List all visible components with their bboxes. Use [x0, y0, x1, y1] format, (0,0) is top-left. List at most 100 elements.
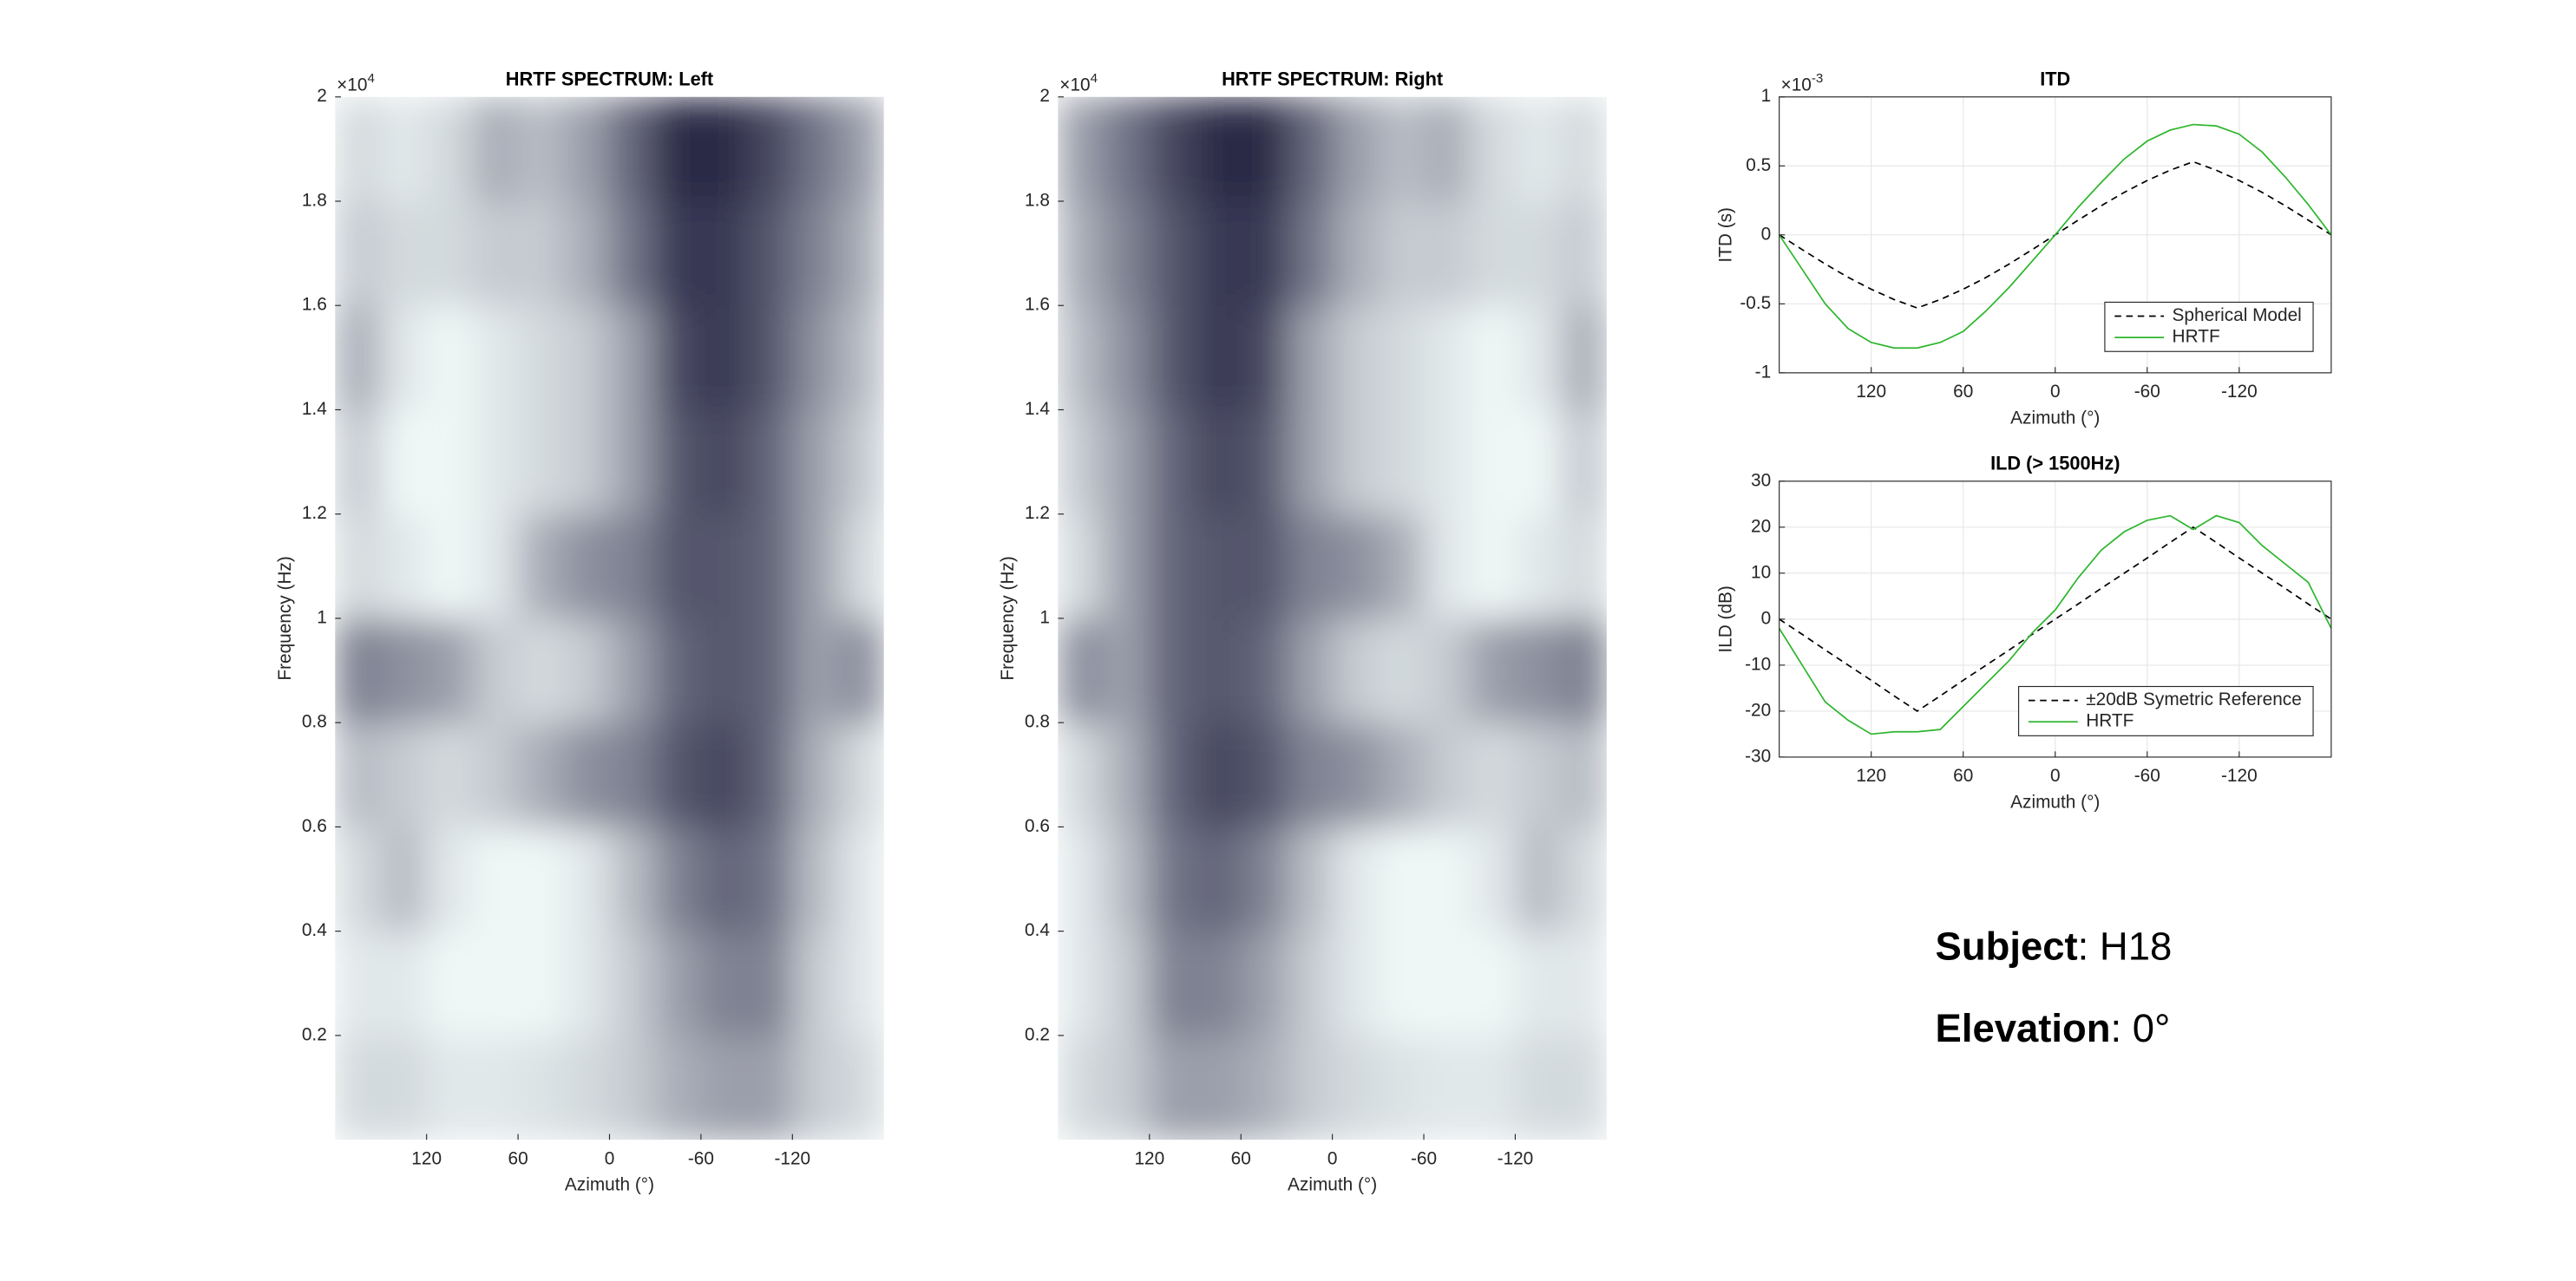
heatmap-cell: [1469, 305, 1517, 411]
heatmap-cell: [700, 827, 748, 932]
y-tick-label: 0: [1761, 224, 1772, 244]
heatmap: [335, 96, 884, 1140]
heatmap-cell: [335, 618, 382, 724]
subject-info: Subject: H18: [1936, 924, 2173, 968]
heatmap-cell: [518, 409, 565, 515]
heatmap-cell: [1332, 305, 1380, 411]
heatmap-cell: [1286, 513, 1334, 619]
heatmap-cell: [426, 200, 474, 307]
heatmap-cell: [563, 1035, 611, 1140]
chart-title: ILD (> 1500Hz): [1990, 453, 2120, 474]
heatmap-cell: [609, 200, 657, 307]
y-tick-label: 2: [1039, 86, 1050, 106]
heatmap-cell: [746, 1035, 794, 1140]
heatmap-cell: [1332, 618, 1380, 724]
heatmap-cell: [1104, 96, 1150, 202]
heatmap-cell: [1241, 1035, 1288, 1140]
heatmap-cell: [792, 513, 839, 619]
heatmap-cell: [1241, 722, 1288, 828]
heatmap-cell: [1469, 931, 1517, 1036]
heatmap-cell: [1424, 96, 1471, 202]
heatmap-cell: [609, 1035, 657, 1140]
exponent-base: ×10: [1781, 75, 1812, 95]
heatmap-cell: [1286, 200, 1334, 307]
exponent-power: -3: [1812, 71, 1823, 86]
heatmap-cell: [1058, 827, 1105, 932]
heatmap-cell: [335, 96, 382, 202]
heatmap-cell: [609, 618, 657, 724]
heatmap-cell: [472, 931, 520, 1036]
heatmap-cell: [792, 722, 839, 828]
y-axis-label: ITD (s): [1716, 207, 1736, 263]
heatmap-cell: [380, 1035, 428, 1140]
heatmap-cell: [380, 305, 428, 411]
heatmap-cell: [1515, 200, 1563, 307]
x-tick-label: 0: [1327, 1148, 1338, 1168]
heatmap-cell: [1241, 96, 1288, 202]
heatmap-cell: [563, 931, 611, 1036]
heatmap-cell: [1149, 618, 1196, 724]
x-tick-label: 0: [2050, 382, 2061, 402]
heatmap-cell: [792, 200, 839, 307]
heatmap-cell: [426, 618, 474, 724]
y-tick-label: 1.2: [302, 503, 327, 523]
heatmap-cell: [518, 200, 565, 307]
x-tick-label: 0: [605, 1148, 615, 1168]
heatmap-cells: [1058, 96, 1607, 1140]
heatmap-cell: [472, 827, 520, 932]
heatmap-cell: [1195, 722, 1242, 828]
heatmap-cell: [472, 409, 520, 515]
heatmap-cells: [335, 96, 884, 1140]
exponent-base: ×10: [337, 75, 367, 95]
x-tick-label: 120: [411, 1148, 442, 1168]
heatmap-cell: [518, 96, 565, 202]
heatmap-cell: [792, 409, 839, 515]
heatmap-cell: [335, 513, 382, 619]
heatmap-cell: [1332, 96, 1380, 202]
heatmap-cell: [1424, 827, 1471, 932]
heatmap-cell: [1424, 1035, 1471, 1140]
heatmap-cell: [655, 931, 702, 1036]
heatmap-cell: [746, 722, 794, 828]
heatmap-cell: [1469, 618, 1517, 724]
heatmap-cell: [1195, 409, 1242, 515]
heatmap-cell: [1058, 305, 1105, 411]
heatmap-cell: [1241, 513, 1288, 619]
x-axis-label: Azimuth (°): [2010, 792, 2100, 812]
heatmap-cell: [472, 200, 520, 307]
heatmap-cell: [1286, 305, 1334, 411]
heatmap-cell: [1241, 931, 1288, 1036]
heatmap-cell: [609, 722, 657, 828]
heatmap-cell: [1561, 722, 1607, 828]
x-tick-label: 120: [1856, 766, 1886, 786]
heatmap-cell: [1561, 200, 1607, 307]
y-tick-label: -0.5: [1740, 293, 1771, 313]
heatmap-cell: [380, 200, 428, 307]
heatmap-cell: [472, 618, 520, 724]
y-axis-label: Frequency (Hz): [275, 556, 295, 680]
heatmap-cell: [609, 409, 657, 515]
heatmap-cell: [792, 1035, 839, 1140]
heatmap-cell: [792, 931, 839, 1036]
heatmap-cell: [426, 931, 474, 1036]
x-tick-label: -120: [2221, 766, 2258, 786]
heatmap-cell: [1561, 1035, 1607, 1140]
heatmap-cell: [380, 931, 428, 1036]
x-tick-label: 60: [1953, 766, 1973, 786]
heatmap-cell: [1515, 96, 1563, 202]
chart-title: HRTF SPECTRUM: Right: [1222, 69, 1443, 90]
heatmap-cell: [1561, 618, 1607, 724]
x-tick-label: 60: [1953, 382, 1973, 402]
heatmap-cell: [1104, 409, 1150, 515]
x-tick-label: 120: [1134, 1148, 1164, 1168]
heatmap-cell: [1058, 200, 1105, 307]
heatmap-cell: [700, 305, 748, 411]
heatmap-cell: [1515, 827, 1563, 932]
heatmap-cell: [518, 722, 565, 828]
heatmap-cell: [655, 1035, 702, 1140]
heatmap-cell: [1149, 200, 1196, 307]
chart-title: HRTF SPECTRUM: Left: [506, 69, 713, 90]
heatmap-cell: [792, 305, 839, 411]
heatmap-cell: [1241, 827, 1288, 932]
